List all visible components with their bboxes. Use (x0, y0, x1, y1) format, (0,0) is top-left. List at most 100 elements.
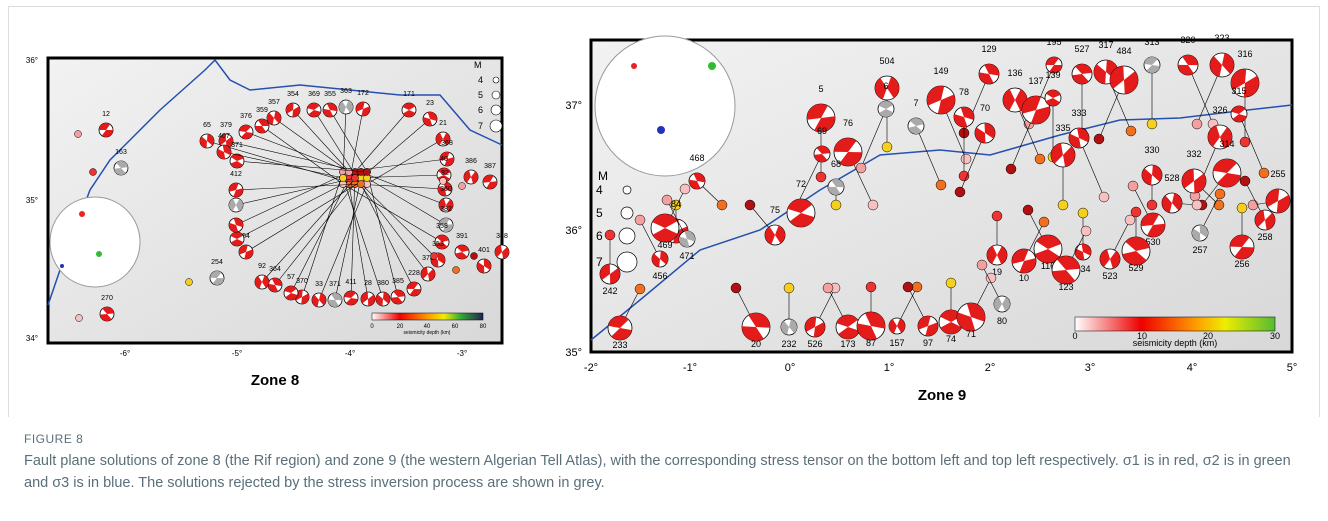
legend-label: 6 (596, 229, 603, 243)
epicenter (1192, 119, 1202, 129)
legend-label: 4 (478, 75, 483, 85)
legend-title: M (474, 60, 482, 70)
event-label: 255 (1270, 169, 1285, 179)
epicenter (471, 253, 478, 260)
legend-size (617, 252, 637, 272)
event-label: 233 (612, 340, 627, 350)
epicenter (1023, 205, 1033, 215)
event-label: 391 (456, 233, 468, 240)
caption-label: FIGURE 8 (24, 428, 1314, 450)
event-label: 172 (357, 90, 369, 97)
lon-label: -4° (345, 349, 355, 358)
event-label: 80 (997, 316, 1007, 326)
sigma1 (631, 63, 637, 69)
lon-label: -6° (120, 349, 130, 358)
event-label: 69 (817, 126, 827, 136)
epicenter (992, 211, 1002, 221)
epicenter (946, 278, 956, 288)
epicenter (866, 282, 876, 292)
epicenter (453, 267, 460, 274)
lon-label: -3° (457, 349, 467, 358)
event-label: 359 (256, 107, 268, 114)
event-label: 411 (345, 279, 356, 286)
epicenter (1081, 226, 1091, 236)
epicenter (784, 283, 794, 293)
lon-label: 4° (1187, 362, 1198, 374)
event-label: 149 (933, 66, 948, 76)
lon-label: -1° (683, 362, 697, 374)
event-label: 139 (1045, 70, 1060, 80)
event-label: 70 (980, 103, 990, 113)
event-label: 97 (923, 338, 933, 348)
legend-size (623, 186, 631, 194)
event-label: 314 (1219, 139, 1234, 149)
epicenter (868, 200, 878, 210)
event-label: 74 (946, 334, 956, 344)
event-label: 371 (329, 281, 341, 288)
event-label: 371 (231, 142, 243, 149)
event-label: 71 (966, 329, 976, 339)
lon-label: 2° (985, 362, 996, 374)
lat-label: 35° (26, 196, 38, 205)
colorbar-tick: 80 (480, 324, 487, 330)
epicenter (731, 283, 741, 293)
event-label: 254 (211, 259, 223, 266)
epicenter (358, 181, 365, 188)
legend-size (619, 228, 635, 244)
event-label: 326 (1212, 105, 1227, 115)
epicenter (1078, 208, 1088, 218)
event-label: 40 (440, 156, 448, 163)
event-label: 123 (1058, 282, 1073, 292)
epicenter (90, 169, 97, 176)
legend-label: 4 (596, 183, 603, 197)
epicenter (1058, 200, 1068, 210)
colorbar (1075, 317, 1275, 331)
event-label: 157 (889, 338, 904, 348)
event-label: 407 (218, 133, 230, 140)
sigma2 (96, 251, 102, 257)
epicenter (1128, 181, 1138, 191)
event-label: 388 (496, 233, 508, 240)
stereonet (595, 36, 735, 176)
legend-label: 6 (478, 105, 483, 115)
epicenter (717, 200, 727, 210)
epicenter (635, 284, 645, 294)
event-label: 137 (1028, 76, 1043, 86)
event-label: 382 (440, 206, 452, 213)
event-label: 527 (1074, 44, 1089, 54)
colorbar-tick: 60 (452, 324, 459, 330)
legend-label: 7 (596, 255, 603, 269)
epicenter (1006, 164, 1016, 174)
event-label: 369 (308, 91, 320, 98)
epicenter (1240, 137, 1250, 147)
event-label: 333 (1071, 108, 1086, 118)
event-label: 376 (240, 113, 252, 120)
epicenter (959, 171, 969, 181)
epicenter (1192, 200, 1202, 210)
event-label: 23 (426, 100, 434, 107)
panel-title: Zone 9 (918, 387, 966, 404)
epicenter (986, 273, 996, 283)
event-label: 320 (1180, 35, 1195, 45)
lon-label: -2° (584, 362, 598, 374)
lat-label: 36° (565, 225, 582, 237)
event-label: 412 (230, 171, 242, 178)
epicenter (1099, 192, 1109, 202)
epicenter (635, 215, 645, 225)
event-label: 360 (440, 186, 452, 193)
event-label: 315 (1231, 86, 1246, 96)
event-label: 380 (377, 280, 389, 287)
event-label: 385 (392, 278, 404, 285)
event-label: 87 (866, 338, 876, 348)
epicenter (936, 180, 946, 190)
event-label: 258 (1257, 232, 1272, 242)
legend-label: 5 (596, 206, 603, 220)
event-label: 20 (751, 339, 761, 349)
lon-label: 3° (1085, 362, 1096, 374)
event-label: 357 (268, 99, 280, 106)
epicenter (1094, 134, 1104, 144)
event-label: 129 (981, 44, 996, 54)
colorbar-tick: 0 (1072, 331, 1077, 341)
epicenter (1259, 168, 1269, 178)
